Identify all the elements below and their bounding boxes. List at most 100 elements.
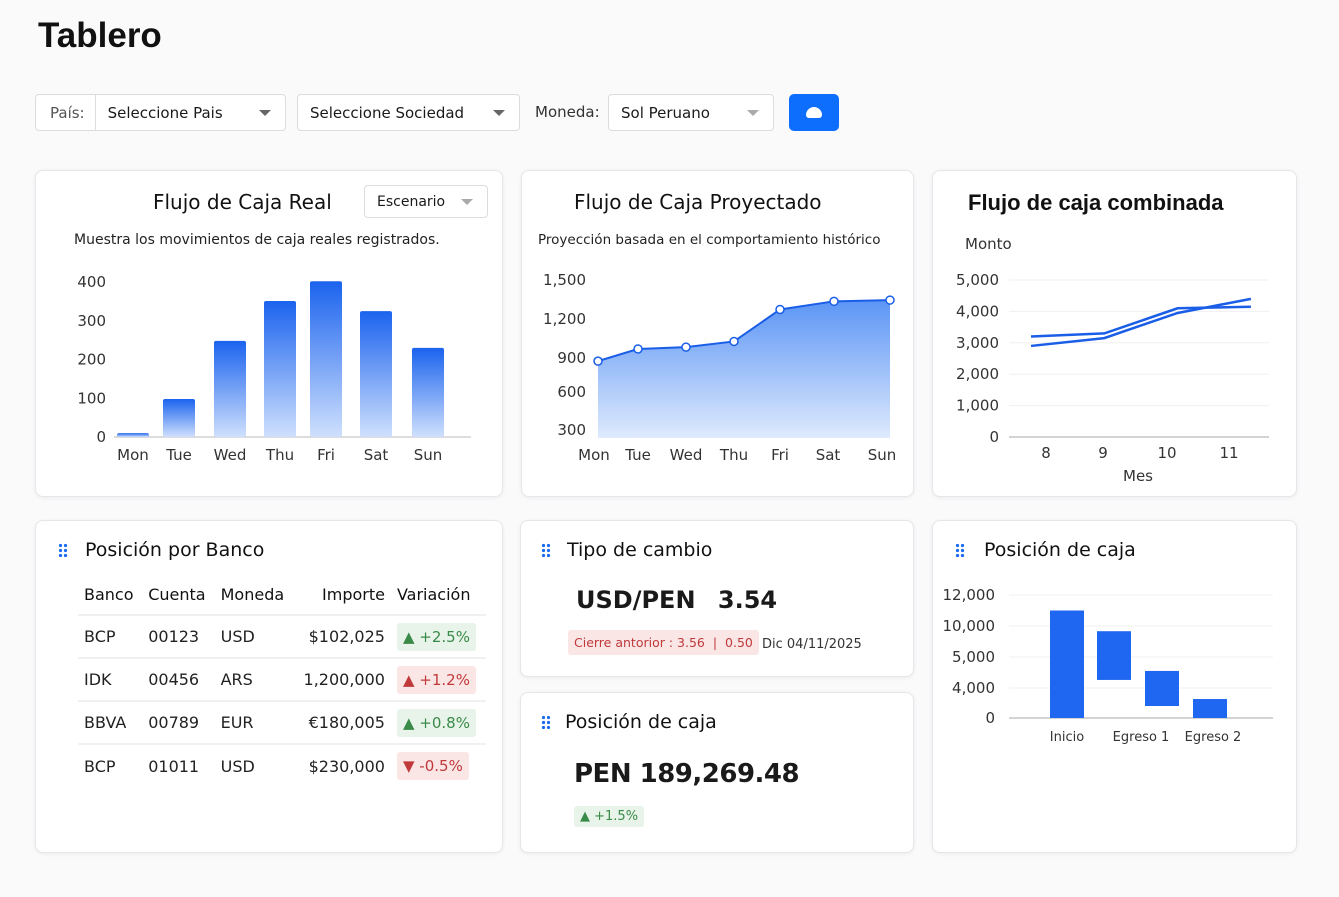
variation-badge: ▲ +2.5% <box>396 622 476 651</box>
x-tick-label: 11 <box>1219 444 1238 462</box>
chevron-down-icon <box>461 198 473 205</box>
x-tick-label: 8 <box>1041 444 1051 462</box>
bank-table: Banco Cuenta Moneda Importe Variación BCP 001… <box>78 579 486 787</box>
x-tick-label: Wed <box>670 446 703 464</box>
data-point <box>633 344 643 354</box>
cell-variacion: ▲ +2.5% <box>390 614 486 658</box>
card-title: Posición de caja <box>565 711 717 733</box>
y-tick-label: 0 <box>96 428 106 446</box>
cell-variacion: ▲ +0.8% <box>390 700 486 744</box>
pais-select[interactable]: País: Seleccione Pais <box>35 94 286 131</box>
y-tick-label: 5,000 <box>952 648 995 666</box>
table-row[interactable]: IDK 00456 ARS 1,200,000 ▲ +1.2% <box>78 657 486 701</box>
pais-value: Seleccione Pais <box>107 103 223 122</box>
x-tick-label: Tue <box>624 446 651 464</box>
pais-label: País: <box>36 95 96 130</box>
y-tick-label: 600 <box>557 383 586 401</box>
cell-importe: €180,005 <box>293 700 391 744</box>
page-title: Tablero <box>38 16 162 55</box>
x-tick-label: Wed <box>214 446 247 464</box>
cash-position-waterfall-card: Posición de caja 0 4,000 5,000 10,000 12,000… <box>932 520 1297 853</box>
bar <box>360 311 392 437</box>
arrow-up-icon: ▲ <box>402 670 415 689</box>
y-tick-label: 1,200 <box>543 310 586 328</box>
table-row[interactable]: BCP 00123 USD $102,025 ▲ +2.5% <box>78 614 486 658</box>
y-tick-label: 100 <box>77 389 106 407</box>
waterfall-bar <box>1097 631 1131 680</box>
real-bar-chart: 0 100 200 300 400 Mon Tue Wed Thu Fri Sat Sun <box>77 273 471 464</box>
variation-badge: ▲ +1.2% <box>396 665 476 694</box>
table-row[interactable]: BBVA 00789 EUR €180,005 ▲ +0.8% <box>78 700 486 744</box>
rate-date: Dic 04/11/2025 <box>762 637 862 652</box>
cell-banco: IDK <box>78 657 143 701</box>
sociedad-select[interactable]: Seleccione Sociedad <box>297 94 520 131</box>
x-tick-label: Fri <box>771 446 789 464</box>
chevron-down-icon <box>747 109 759 116</box>
x-tick-label: Thu <box>719 446 748 464</box>
data-point <box>729 336 739 347</box>
y-tick-label: 12,000 <box>943 586 996 604</box>
card-title: Flujo de Caja Real <box>153 190 332 214</box>
variation-value: +1.2% <box>419 670 470 689</box>
drag-handle-icon[interactable] <box>541 715 551 729</box>
card-title: Posición por Banco <box>85 539 265 561</box>
drag-handle-icon[interactable] <box>58 543 68 557</box>
x-tick-label: Mon <box>117 446 149 464</box>
change-value: +1.5% <box>594 809 639 824</box>
y-tick-label: 200 <box>77 351 106 369</box>
card-title: Flujo de caja combinada <box>968 190 1224 215</box>
y-tick-label: 10,000 <box>943 617 996 635</box>
x-tick-label: Fri <box>317 446 335 464</box>
series-line-A <box>1030 305 1251 338</box>
y-tick-label: 0 <box>985 709 995 727</box>
cash-position-card: Posición de caja PEN 189,269.48 ▲ +1.5% <box>520 692 914 853</box>
waterfall-chart: 0 4,000 5,000 10,000 12,000 Inicio Egreso 1 Egr… <box>943 586 1273 745</box>
bank-position-card: Posición por Banco Banco Cuenta Moneda Impo… <box>35 520 503 853</box>
card-title: Tipo de cambio <box>567 539 713 561</box>
cell-variacion: ▲ +1.2% <box>390 657 486 701</box>
cell-banco: BCP <box>78 743 143 787</box>
cell-importe: $230,000 <box>293 743 391 787</box>
drag-handle-icon[interactable] <box>541 543 551 557</box>
arrow-down-icon: ▼ <box>402 757 415 775</box>
column-header: Importe <box>322 585 385 604</box>
y-tick-label: 4,000 <box>952 679 995 697</box>
column-header: Moneda <box>220 585 285 604</box>
x-tick-label: Inicio <box>1050 730 1084 745</box>
card-subtitle: Muestra los movimientos de caja reales r… <box>74 232 440 248</box>
cash-amount: PEN 189,269.48 <box>574 759 800 789</box>
column-header: Variación <box>396 585 471 604</box>
card-title: Flujo de Caja Proyectado <box>574 190 822 214</box>
cell-importe: 1,200,000 <box>293 657 391 701</box>
arrow-up-icon: ▲ <box>402 713 415 732</box>
moneda-label: Moneda: <box>535 103 600 121</box>
waterfall-bar <box>1145 670 1179 706</box>
y-tick-label: 2,000 <box>956 365 999 383</box>
cell-banco: BBVA <box>78 700 143 744</box>
y-tick-label: 900 <box>557 349 586 367</box>
bar <box>310 281 342 437</box>
x-tick-label: Thu <box>265 446 294 464</box>
variation-value: +2.5% <box>419 627 470 646</box>
chevron-down-icon <box>259 109 271 116</box>
currency-pair: USD/PEN <box>576 586 696 614</box>
rate-diff: 0.50 <box>725 635 753 650</box>
previous-close-badge: Cierre antorior : 3.56 | 0.50 <box>568 630 759 655</box>
data-point <box>829 296 839 307</box>
drag-handle-icon[interactable] <box>955 543 965 557</box>
x-axis-label: Mes <box>1123 467 1153 485</box>
x-tick-label: Sun <box>414 446 443 464</box>
chevron-down-icon <box>493 109 505 116</box>
sociedad-value: Seleccione Sociedad <box>310 103 465 122</box>
table-row[interactable]: BCP 01011 USD $230,000 ▼ -0.5% <box>78 743 486 787</box>
upload-button[interactable] <box>789 94 839 131</box>
x-tick-label: Sat <box>816 446 841 464</box>
card-subtitle: Proyección basada en el comportamiento h… <box>538 232 881 248</box>
moneda-select[interactable]: Sol Peruano <box>608 94 774 131</box>
variation-value: -0.5% <box>419 757 463 775</box>
scenario-select[interactable]: Escenario <box>364 185 488 218</box>
combined-line-chart: Monto 0 1,000 2,000 3,000 4,000 5,000 8 9 10 11 Mes <box>956 235 1269 485</box>
combined-cashflow-card: Flujo de caja combinada Monto 0 1,000 2,000… <box>932 170 1297 497</box>
cell-moneda: USD <box>214 743 294 787</box>
real-cashflow-card: Flujo de Caja Real Escenario Muestra los… <box>35 170 503 497</box>
